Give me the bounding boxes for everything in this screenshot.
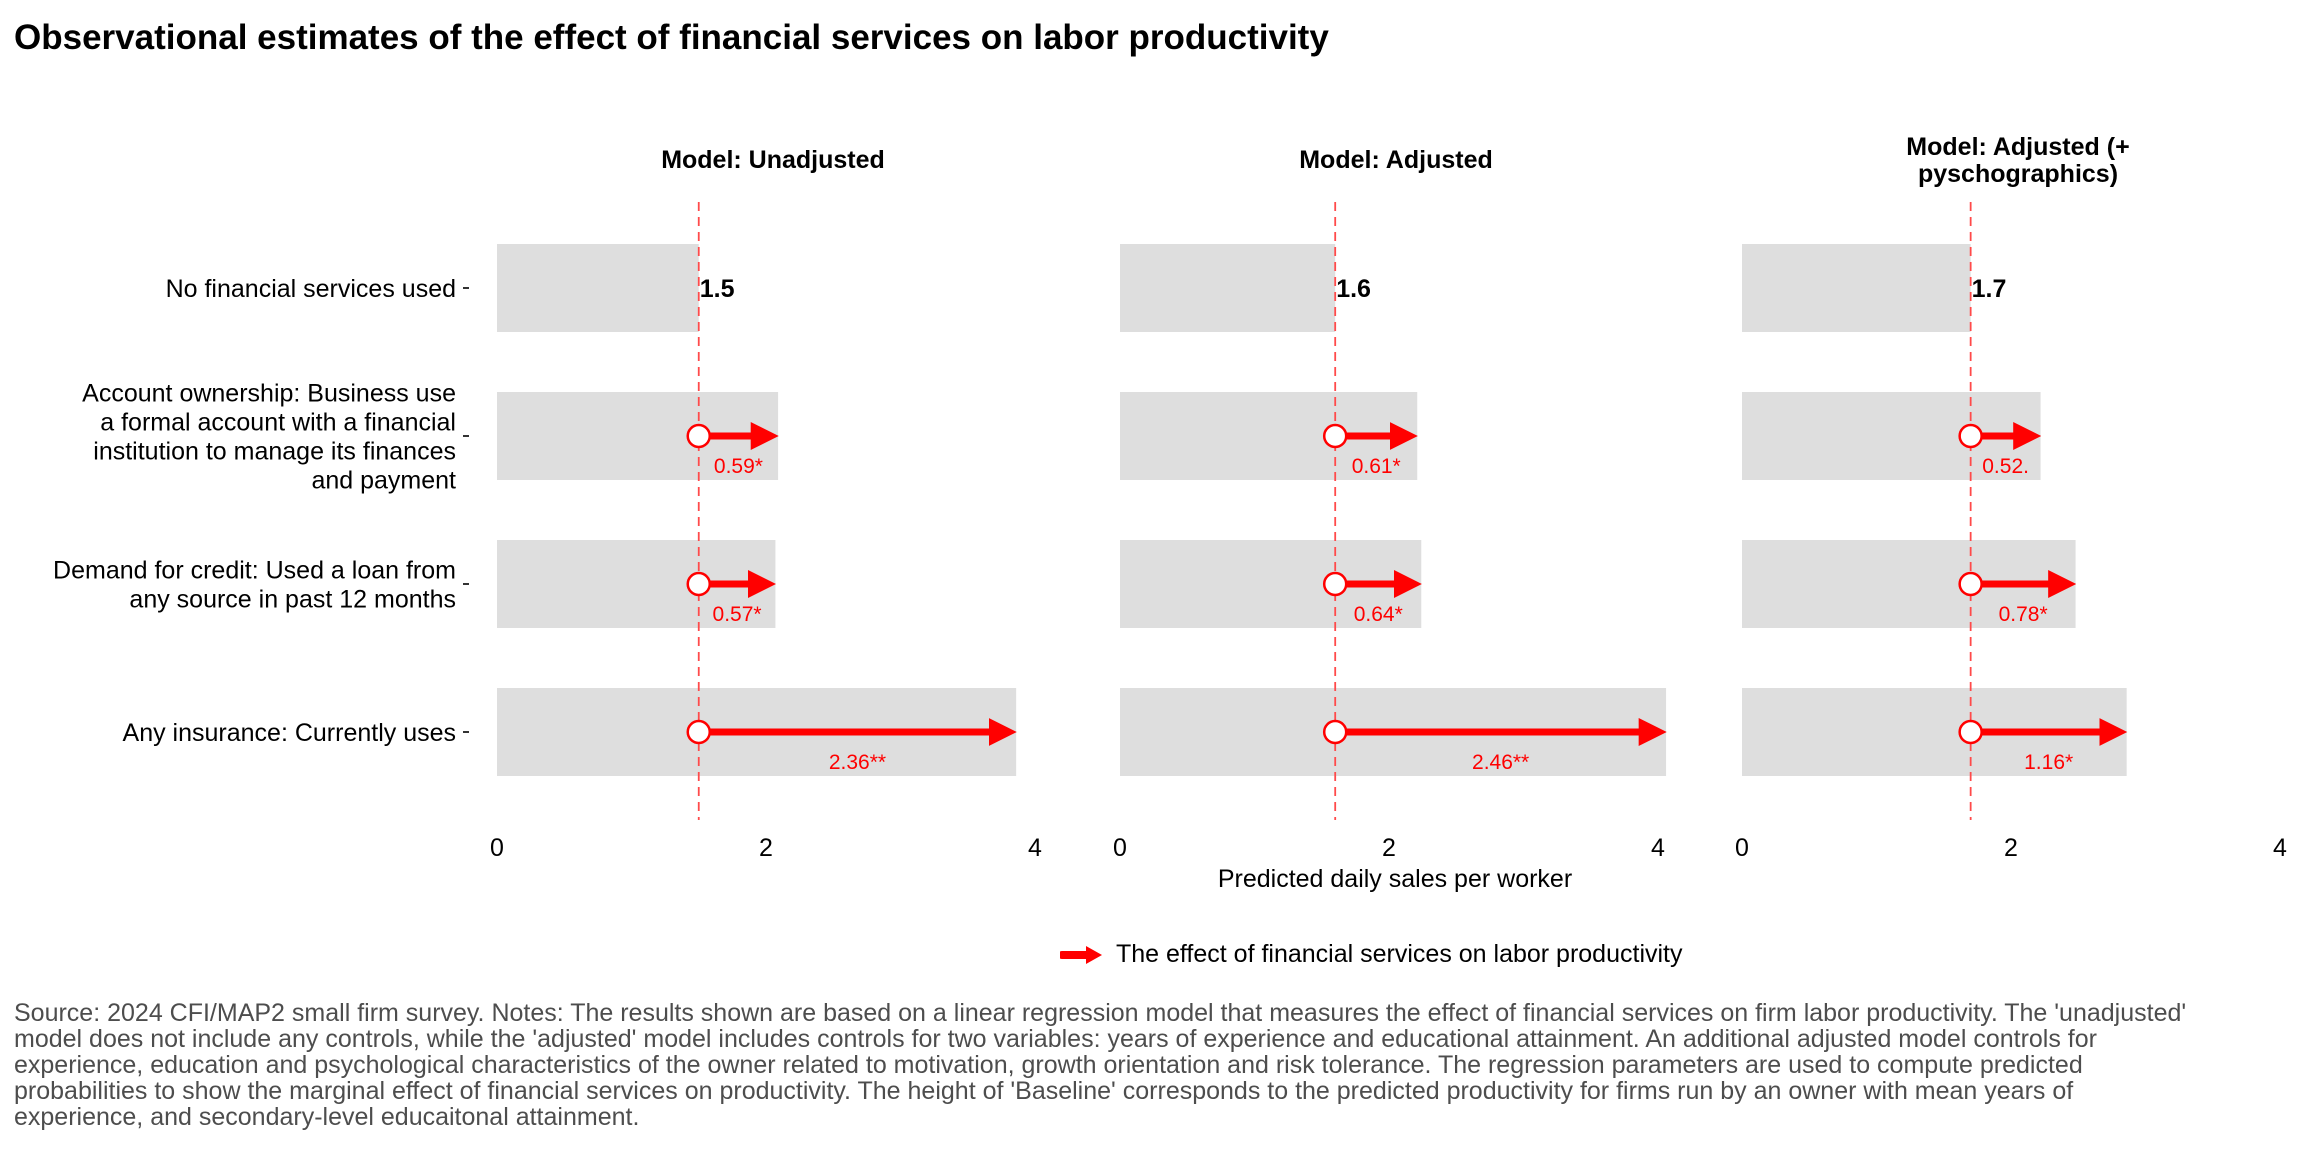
panel-title: Model: Unadjusted (661, 146, 885, 174)
baseline-point (1958, 423, 1983, 449)
x-tick-label: 4 (2273, 834, 2287, 862)
legend-label: The effect of financial services on labo… (1116, 940, 1683, 968)
panel: Model: Adjusted (+ pyschographics) 1.7 0.52… (1735, 133, 2287, 862)
panel-title: Model: Adjusted (1299, 146, 1493, 174)
effect-value-label: 0.52. (1982, 455, 2029, 478)
category-labels: No financial services used Account owners… (53, 275, 469, 747)
effect-value-label: 2.36** (829, 751, 886, 774)
effect-value-label: 0.57* (713, 603, 762, 626)
legend: The effect of financial services on labo… (1060, 940, 1683, 969)
baseline-point (1322, 719, 1348, 745)
panel-title: Model: Adjusted (+ pyschographics) (1906, 133, 2129, 188)
panel: Model: Unadjusted 1.5 0.59* 0.57* 2.36** 0 2 4 (490, 146, 1042, 862)
legend-arrow-icon (1060, 945, 1102, 964)
category-label: No financial services used (166, 275, 456, 303)
x-tick-label: 0 (1113, 834, 1127, 862)
x-tick-label: 2 (1382, 834, 1396, 862)
category-label: Any insurance: Currently uses (123, 719, 456, 747)
category-label: Demand for credit: Used a loan from any s… (53, 557, 456, 614)
source-note: Source: 2024 CFI/MAP2 small firm survey.… (14, 999, 2187, 1131)
x-tick-label: 2 (2004, 834, 2018, 862)
chart-title: Observational estimates of the effect of… (14, 18, 1329, 57)
category-label: Account ownership: Business use a formal … (82, 380, 456, 495)
baseline-bar (497, 244, 699, 332)
baseline-point (686, 571, 711, 597)
effect-value-label: 0.59* (714, 455, 763, 478)
x-tick-label: 0 (1735, 834, 1749, 862)
effect-value-label: 1.16* (2024, 751, 2073, 774)
effect-value-label: 0.61* (1352, 455, 1401, 478)
baseline-value-label: 1.7 (1972, 275, 2007, 303)
x-tick-label: 4 (1028, 834, 1042, 862)
baseline-point (1958, 571, 1983, 597)
baseline-point (1958, 719, 1983, 745)
baseline-point (686, 423, 711, 449)
baseline-point (686, 719, 711, 745)
effect-value-label: 0.64* (1354, 603, 1403, 626)
x-tick-label: 2 (759, 834, 773, 862)
baseline-bar (1120, 244, 1336, 332)
effect-value-label: 0.78* (1999, 603, 2048, 626)
x-tick-label: 0 (490, 834, 504, 862)
panel: Model: Adjusted 1.6 0.61* 0.64* 2.46** 0 2 4 (1113, 146, 1667, 862)
effect-value-label: 2.46** (1472, 751, 1529, 774)
x-tick-label: 4 (1651, 834, 1665, 862)
baseline-point (1322, 423, 1348, 449)
baseline-value-label: 1.6 (1336, 275, 1371, 303)
baseline-point (1322, 571, 1348, 597)
baseline-bar (1742, 244, 1971, 332)
baseline-value-label: 1.5 (700, 275, 735, 303)
chart-figure: No financial services used Account owners… (53, 133, 2287, 893)
x-axis-title: Predicted daily sales per worker (1218, 865, 1572, 893)
